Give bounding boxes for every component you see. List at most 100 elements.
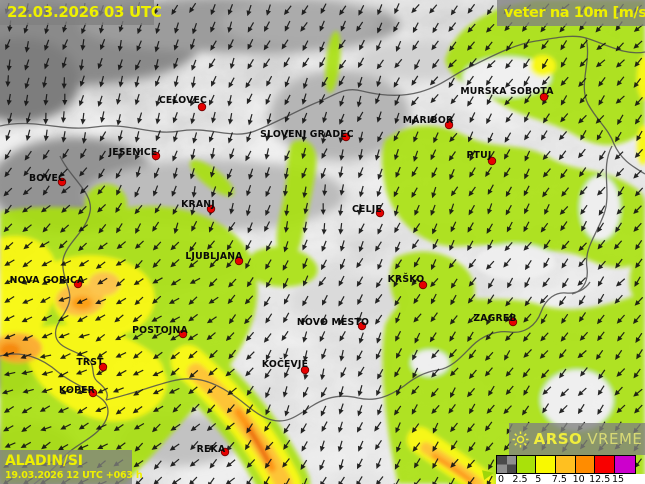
wind-arrow [615,222,622,233]
wind-arrow [338,403,344,415]
wind-arrow [321,294,328,306]
wind-arrow [190,95,197,107]
wind-arrow [432,458,439,469]
wind-arrow [338,275,345,287]
wind-arrow [191,186,197,198]
wind-arrow [134,296,144,306]
wind-arrow [321,259,327,271]
wind-arrow [506,221,513,233]
wind-arrow [117,39,123,52]
wind-arrow [188,313,198,322]
wind-arrow [596,130,604,141]
wind-arrow [172,130,178,143]
wind-arrow [57,443,69,451]
wind-arrow [225,332,235,341]
wind-arrow [523,313,532,323]
wind-arrow [633,78,642,88]
wind-arrow [356,458,363,470]
wind-arrow [80,39,86,51]
wind-arrow [117,148,123,160]
wind-arrow [634,404,643,414]
wind-arrow [283,167,289,180]
wind-arrow [615,95,625,104]
wind-arrow [505,297,514,307]
wind-arrow [115,278,125,287]
wind-arrow [228,39,234,50]
wind-arrow [170,458,180,467]
wind-arrow [338,386,344,398]
wind-arrow [134,149,142,160]
wind-arrow [61,131,67,143]
wind-arrow [283,439,291,450]
wind-arrow [376,332,382,344]
wind-arrow [62,39,69,51]
wind-arrow [634,148,644,159]
wind-arrow [542,386,552,395]
wind-arrow [190,440,199,451]
wind-arrow [174,22,180,34]
wind-arrow [265,387,271,399]
wind-arrow [375,241,382,252]
wind-arrow [430,93,439,104]
wind-arrow [598,77,606,87]
wind-arrow [469,112,476,123]
wind-arrow [321,348,327,360]
wind-arrow [374,440,382,451]
wind-arrow [20,441,32,449]
wind-arrow [466,387,476,398]
wind-arrow [431,368,440,378]
legend-cell [556,456,576,473]
wind-arrow [558,296,567,306]
wind-arrow [560,388,570,397]
wind-arrow [485,166,492,178]
wind-arrow [132,333,143,340]
wind-arrow [450,440,458,451]
wind-arrow [78,205,87,215]
wind-arrow [171,185,177,197]
wind-arrow [393,77,400,88]
wind-arrow [302,40,309,52]
wind-arrow [450,294,457,306]
wind-arrow [413,150,419,162]
wind-arrow [173,39,179,51]
wind-arrow [395,348,403,359]
wind-arrow [429,113,438,123]
wind-arrow [151,332,163,339]
wind-arrow [155,112,161,125]
wind-arrow [488,278,495,289]
wind-arrow [226,258,234,269]
wind-arrow [598,205,606,216]
wind-arrow [115,297,127,305]
wind-arrow [449,132,458,143]
wind-arrow [78,242,88,252]
wind-arrow [394,405,402,416]
wind-arrow [393,276,400,288]
wind-arrow [322,184,328,197]
wind-arrow [264,441,274,451]
wind-arrow [95,298,107,305]
wind-arrow [523,185,530,197]
wind-arrow [134,477,144,484]
wind-arrow [633,169,642,179]
wind-arrow [247,113,253,126]
wind-arrow [226,404,235,414]
wind-arrow [172,112,178,124]
wind-arrow [467,331,474,343]
wind-arrow [283,478,290,484]
wind-arrow [616,404,626,414]
wind-arrow [413,257,421,268]
wind-arrow [283,278,289,289]
wind-arrow [339,258,346,270]
wind-arrow [411,114,418,126]
wind-arrow [263,296,271,307]
wind-arrow [617,331,625,342]
wind-arrow [78,333,90,339]
wind-arrow [300,314,309,325]
wind-arrow [375,476,384,484]
wind-arrow [246,184,252,197]
wind-arrow [228,349,237,360]
wind-arrow [359,39,365,51]
wind-arrow [189,2,197,13]
wind-arrow [450,221,457,233]
wind-arrow [115,202,123,214]
